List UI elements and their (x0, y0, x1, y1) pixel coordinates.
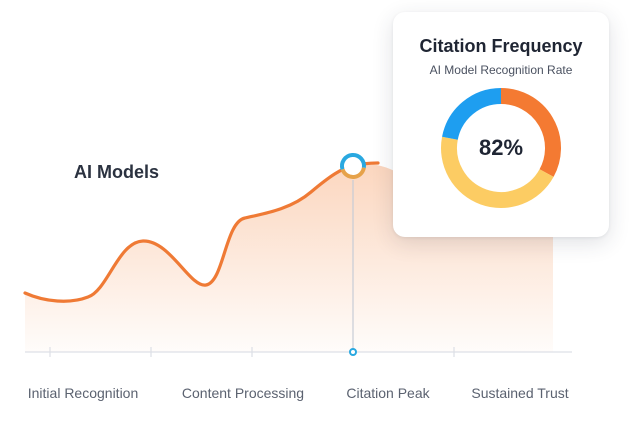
x-tick-label-initial-recognition: Initial Recognition (27, 385, 139, 401)
series-label: AI Models (74, 162, 160, 182)
x-tick-label-content-processing: Content Processing (181, 385, 305, 401)
donut-segment-1 (441, 136, 554, 208)
card-title: Citation Frequency (419, 36, 583, 56)
x-tick-label-citation-peak: Citation Peak (346, 385, 430, 401)
x-tick-label-sustained-trust: Sustained Trust (471, 385, 569, 401)
citation-frequency-card: Citation Frequency AI Model Recognition … (393, 12, 609, 237)
donut-segment-0 (500, 88, 561, 177)
card-subtitle: AI Model Recognition Rate (429, 63, 573, 77)
donut-segment-2 (442, 88, 502, 141)
donut-chart (441, 88, 561, 208)
peak-marker[interactable] (340, 153, 366, 179)
peak-axis-dot[interactable] (349, 348, 357, 356)
donut-center-value: 82% (478, 135, 524, 160)
